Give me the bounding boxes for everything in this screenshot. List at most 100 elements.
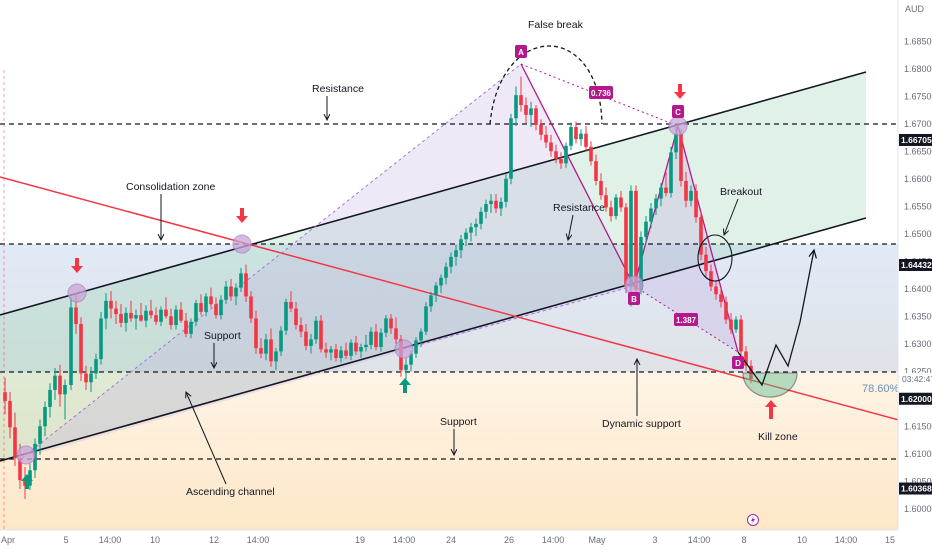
level-tag-bg bbox=[899, 133, 932, 146]
point-a-label: A bbox=[515, 45, 527, 58]
candle bbox=[84, 365, 88, 390]
pointer-breakout bbox=[724, 198, 739, 235]
candle bbox=[589, 141, 593, 166]
pointer-resistance-mid bbox=[568, 214, 574, 240]
candle bbox=[599, 173, 603, 200]
candle-body bbox=[504, 178, 508, 202]
candle bbox=[164, 297, 168, 319]
candle-body bbox=[684, 180, 688, 201]
candle bbox=[574, 121, 578, 144]
candle bbox=[329, 345, 333, 361]
candle bbox=[644, 216, 648, 243]
candle bbox=[169, 308, 173, 330]
candle bbox=[519, 76, 523, 112]
candle-body bbox=[739, 319, 743, 352]
candle bbox=[174, 305, 178, 330]
candle bbox=[344, 342, 348, 360]
time-tick-label: 14:00 bbox=[393, 535, 416, 545]
candle-body bbox=[284, 301, 288, 331]
candle bbox=[314, 316, 318, 344]
candle-body bbox=[214, 304, 218, 316]
candle-body bbox=[134, 315, 138, 319]
candle-body bbox=[569, 127, 573, 146]
candle bbox=[204, 293, 208, 317]
candle-body bbox=[454, 250, 458, 257]
candle bbox=[559, 152, 563, 169]
candle bbox=[739, 315, 743, 357]
candle-body bbox=[209, 296, 213, 305]
candle-body bbox=[744, 351, 748, 366]
candle bbox=[48, 383, 52, 418]
candle-body bbox=[634, 190, 638, 290]
price-tick-label: 1.67500 bbox=[904, 91, 932, 101]
candle bbox=[394, 317, 398, 344]
pattern-xab-fill bbox=[22, 64, 634, 458]
candle-body bbox=[94, 359, 98, 374]
candle bbox=[269, 328, 273, 367]
annotation-resistance-mid: Resistance bbox=[553, 202, 605, 214]
candle-body bbox=[449, 256, 453, 267]
candle bbox=[349, 339, 353, 361]
candle bbox=[434, 282, 438, 302]
candle-body bbox=[544, 134, 548, 143]
candle-body bbox=[579, 133, 583, 140]
candle bbox=[119, 304, 123, 328]
candle bbox=[729, 312, 733, 334]
candle bbox=[294, 301, 298, 330]
candle bbox=[479, 207, 483, 230]
svg-text:A: A bbox=[518, 48, 524, 57]
candle-body bbox=[469, 227, 473, 233]
candle bbox=[309, 333, 313, 354]
countdown-tag-bg bbox=[899, 372, 932, 385]
candle-body bbox=[699, 217, 703, 255]
candle-body bbox=[169, 316, 173, 326]
time-tick-label: 12 bbox=[209, 535, 219, 545]
candle-body bbox=[304, 331, 308, 346]
candle bbox=[569, 122, 573, 151]
candle bbox=[649, 202, 653, 229]
candle-body bbox=[194, 303, 198, 322]
price-tick-label: 1.65000 bbox=[904, 229, 932, 239]
candle bbox=[439, 274, 443, 294]
time-tick-label: 10 bbox=[797, 535, 807, 545]
candle bbox=[144, 305, 148, 328]
candle bbox=[8, 392, 12, 439]
candle bbox=[419, 328, 423, 348]
candle-body bbox=[79, 323, 83, 374]
candle-body bbox=[464, 232, 468, 240]
candle bbox=[534, 105, 538, 131]
candle-body bbox=[364, 344, 368, 348]
candle bbox=[359, 343, 363, 359]
candle-body bbox=[529, 108, 533, 115]
candle-body bbox=[654, 198, 658, 209]
candle bbox=[369, 327, 373, 350]
candle bbox=[549, 134, 553, 157]
candle-body bbox=[159, 309, 163, 322]
candle-body bbox=[339, 350, 343, 359]
candle bbox=[564, 142, 568, 168]
candle bbox=[244, 264, 248, 302]
candle bbox=[659, 183, 663, 207]
candle bbox=[424, 301, 428, 335]
price-tick-label: 1.61500 bbox=[904, 421, 932, 431]
candle-body bbox=[584, 133, 588, 147]
candle bbox=[484, 199, 488, 219]
candle-body bbox=[549, 142, 553, 152]
candle bbox=[284, 298, 288, 335]
candle-body bbox=[734, 319, 738, 330]
annotation-ascending-channel: Ascending channel bbox=[186, 486, 275, 498]
candle bbox=[614, 194, 618, 220]
candle-body bbox=[614, 197, 618, 217]
candle bbox=[129, 300, 133, 322]
candle-body bbox=[264, 339, 268, 354]
candle bbox=[154, 307, 158, 326]
candle bbox=[704, 246, 708, 278]
candle-body bbox=[89, 373, 93, 383]
candle bbox=[239, 267, 243, 293]
candle-body bbox=[524, 105, 528, 115]
candle bbox=[13, 412, 17, 466]
candle-body bbox=[254, 318, 258, 349]
buy-arrow-red bbox=[765, 400, 777, 419]
candle-body bbox=[639, 237, 643, 290]
kill-zone-shape bbox=[742, 372, 798, 398]
